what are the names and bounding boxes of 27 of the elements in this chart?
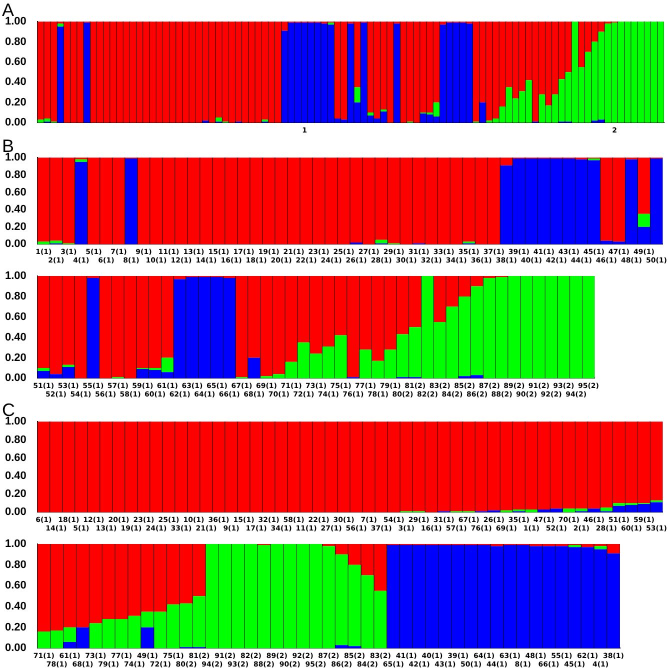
y-tick-label: 0.80 (4, 290, 26, 302)
y-tick-label: 0.60 (4, 186, 26, 198)
y-tick-label: 0.00 (4, 238, 26, 250)
y-tick-label: 0.20 (4, 220, 26, 233)
y-tick-label: 0.40 (4, 204, 26, 216)
y-tick-label: 0.80 (4, 168, 26, 181)
y-tick-label: 0.00 (4, 506, 26, 518)
y-tick-label: 0.20 (4, 621, 26, 634)
y-tick-label: 0.60 (4, 56, 26, 68)
y-tick-label: 0.40 (4, 470, 26, 482)
y-tick-label: 1.00 (4, 538, 26, 550)
y-tick-label: 0.40 (4, 331, 26, 344)
y-tick-label: 0.40 (4, 600, 26, 613)
y-tick-label: 1.00 (4, 270, 26, 282)
y-tick-label: 0.40 (4, 76, 26, 88)
y-tick-label: 0.20 (4, 352, 26, 364)
y-tick-label: 0.60 (4, 452, 26, 464)
y-tick-label: 0.20 (4, 96, 26, 108)
y-tick-label: 0.80 (4, 558, 26, 571)
y-tick-label: 0.00 (4, 642, 26, 654)
y-tick-label: 0.80 (4, 36, 26, 48)
y-tick-label: 0.80 (4, 434, 26, 446)
y-tick-label: 0.20 (4, 488, 26, 500)
y-tick-label: 0.60 (4, 580, 26, 592)
y-tick-label: 0.60 (4, 310, 26, 323)
y-tick-label: 0.00 (4, 116, 26, 129)
y-tick-label: 0.00 (4, 372, 26, 384)
